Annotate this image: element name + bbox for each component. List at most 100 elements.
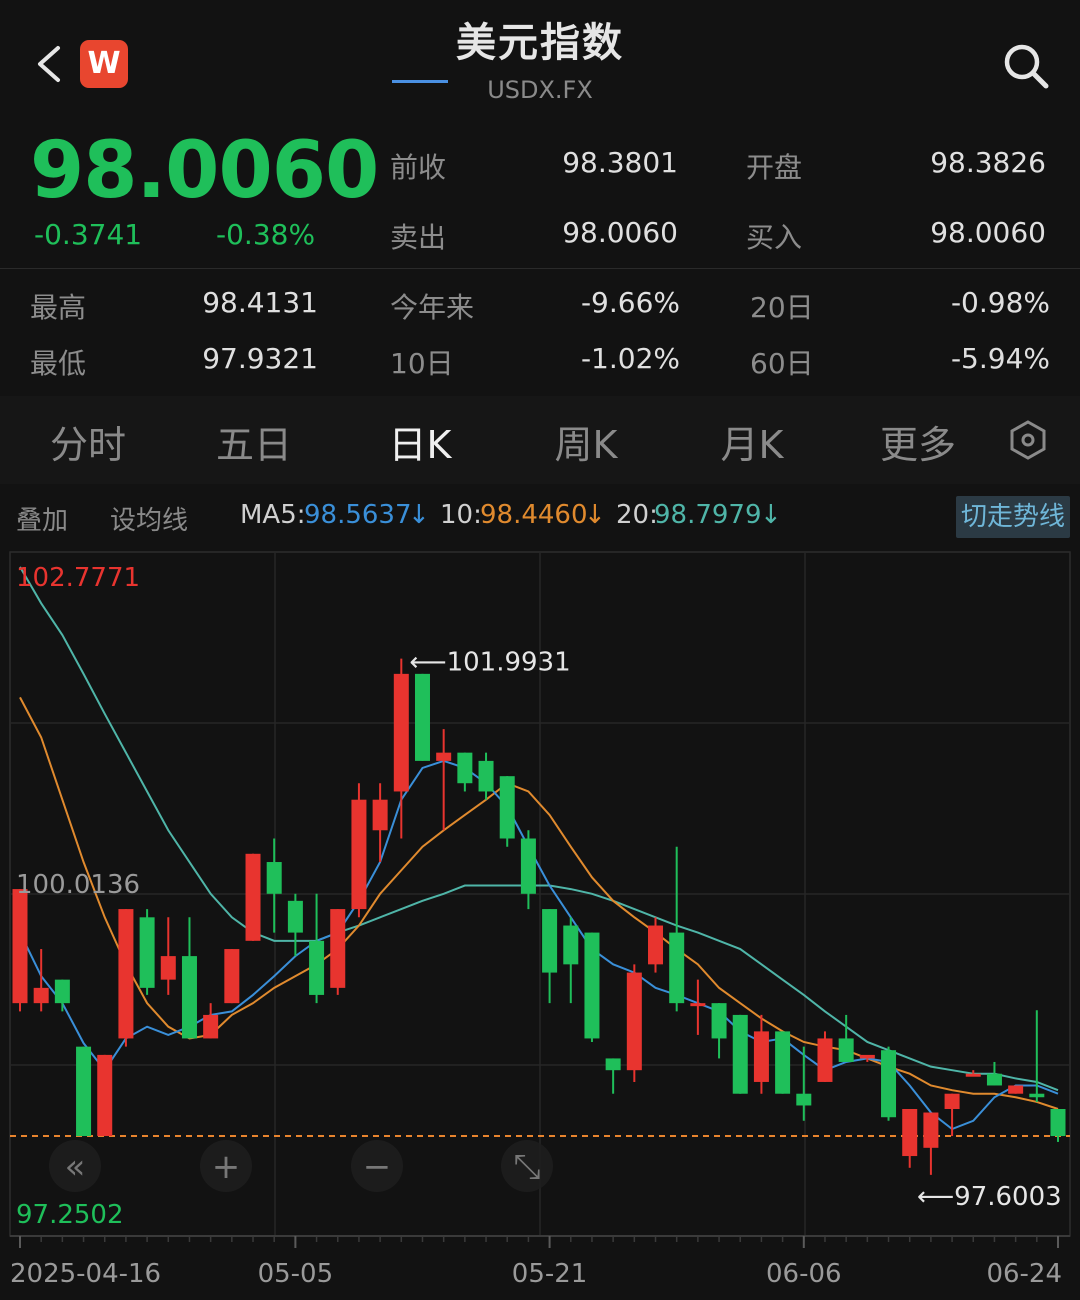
back-arrow-icon[interactable] [32, 42, 66, 86]
candle-body [690, 1003, 706, 1007]
candle-body [499, 776, 515, 839]
candle-body [203, 1014, 219, 1039]
candle-body [753, 1031, 769, 1082]
candle-body [1029, 1093, 1045, 1098]
candle-body [287, 900, 303, 933]
candle-body [97, 1054, 113, 1137]
zoom-out-icon[interactable]: − [351, 1140, 403, 1192]
candle-body [351, 799, 367, 910]
candle-body [330, 909, 346, 988]
ask-value: 98.0060 [562, 216, 678, 249]
candle-body [563, 925, 579, 965]
candle-body [76, 1046, 92, 1137]
candle-body [796, 1093, 812, 1106]
symbol-code: USDX.FX [487, 76, 593, 104]
active-tab-indicator [392, 80, 448, 83]
price-change: -0.3741 [34, 218, 143, 251]
daily-k-chart[interactable]: 102.7771 100.0136 97.2502 ⟵101.9931 ⟵97.6003… [0, 546, 1080, 1300]
ma10-value: 98.4460 [480, 500, 588, 530]
candle-body [54, 979, 70, 1004]
candlesticks [12, 658, 1066, 1175]
tab-weekly-k[interactable]: 周K [554, 423, 618, 467]
candle-body [436, 752, 452, 761]
low-value: 97.9321 [202, 342, 318, 375]
candle-body [224, 949, 240, 1004]
candle-body [732, 1014, 748, 1094]
candle-body [139, 917, 155, 988]
price-change-percent: -0.38% [216, 218, 316, 251]
high-label: 最高 [30, 291, 87, 324]
chart-labels: 102.7771 100.0136 97.2502 ⟵101.9931 ⟵97.6003… [10, 563, 1062, 1289]
chart-controls: « + − ⤡ [49, 1140, 553, 1192]
overlay-button[interactable]: 叠加 [16, 506, 69, 536]
tab-intraday[interactable]: 分时 [49, 423, 126, 467]
open-value: 98.3826 [930, 146, 1046, 179]
ytd-label: 今年来 [390, 291, 475, 324]
candle-body [1050, 1109, 1066, 1137]
ask-label: 卖出 [390, 221, 447, 254]
candle-body [944, 1093, 960, 1110]
control-glyph: ⤡ [513, 1147, 540, 1187]
control-glyph: « [65, 1147, 86, 1187]
ma10-line [19, 696, 1059, 1110]
tab-more[interactable]: 更多 [879, 423, 956, 467]
candle-body [605, 1058, 621, 1071]
x-tick-label: 06-06 [766, 1259, 842, 1289]
bid-label: 买入 [746, 221, 803, 254]
candle-body [520, 838, 536, 894]
d10-value: -1.02% [580, 342, 680, 375]
open-label: 开盘 [746, 151, 803, 184]
x-tick-label: 06-24 [986, 1259, 1062, 1289]
prev-close-value: 98.3801 [562, 146, 678, 179]
x-tick-label: 2025-04-16 [10, 1259, 161, 1289]
d20-label: 20日 [750, 291, 814, 324]
ma5-label: MA5: [240, 500, 306, 530]
settings-hexagon-icon[interactable] [1006, 418, 1050, 462]
page-title: 美元指数 [456, 20, 624, 66]
candle-body [859, 1054, 875, 1059]
ma5-down-arrow-icon: ↓ [408, 500, 430, 530]
app-header: W 美元指数 USDX.FX [0, 0, 1080, 122]
scroll-left-icon[interactable]: « [49, 1140, 101, 1192]
d60-value: -5.94% [950, 342, 1050, 375]
set-ma-button[interactable]: 设均线 [110, 506, 189, 536]
x-tick-label: 05-21 [512, 1259, 588, 1289]
candle-body [33, 987, 49, 1004]
tab-five-day[interactable]: 五日 [215, 423, 292, 467]
candle-body [118, 909, 134, 1039]
candle-body [1008, 1085, 1024, 1094]
control-glyph: − [363, 1147, 392, 1187]
candle-body [711, 1003, 727, 1039]
ma10-down-arrow-icon: ↓ [584, 500, 606, 530]
divider [0, 268, 1080, 269]
d20-value: -0.98% [950, 286, 1050, 319]
candle-body [181, 956, 197, 1039]
tab-monthly-k[interactable]: 月K [720, 423, 784, 467]
ytd-value: -9.66% [580, 286, 680, 319]
ma20-value: 98.7979 [654, 500, 762, 530]
ma20-down-arrow-icon: ↓ [760, 500, 782, 530]
candle-body [817, 1038, 833, 1082]
switch-trend-line-button[interactable]: 切走势线 [956, 496, 1070, 538]
bid-value: 98.0060 [930, 216, 1046, 249]
zoom-in-icon[interactable]: + [200, 1140, 252, 1192]
high-value: 98.4131 [202, 286, 318, 319]
candle-body [902, 1109, 918, 1157]
tab-daily-k[interactable]: 日K [388, 423, 452, 467]
control-circle [49, 1140, 101, 1192]
control-circle [501, 1140, 553, 1192]
fullscreen-icon[interactable]: ⤡ [501, 1140, 553, 1192]
control-circle [200, 1140, 252, 1192]
ma20-line [19, 566, 1059, 1092]
ma10-label: 10: [440, 500, 482, 530]
y-max-label: 102.7771 [16, 563, 140, 593]
app-logo-icon[interactable]: W [80, 40, 128, 88]
candle-body [12, 889, 28, 1004]
candle-body [648, 925, 664, 965]
candle-body [965, 1073, 981, 1077]
current-price: 98.0060 [30, 126, 379, 216]
candle-body [669, 932, 685, 1004]
search-icon[interactable] [1000, 40, 1052, 92]
candle-body [478, 760, 494, 792]
candle-body [309, 940, 325, 995]
